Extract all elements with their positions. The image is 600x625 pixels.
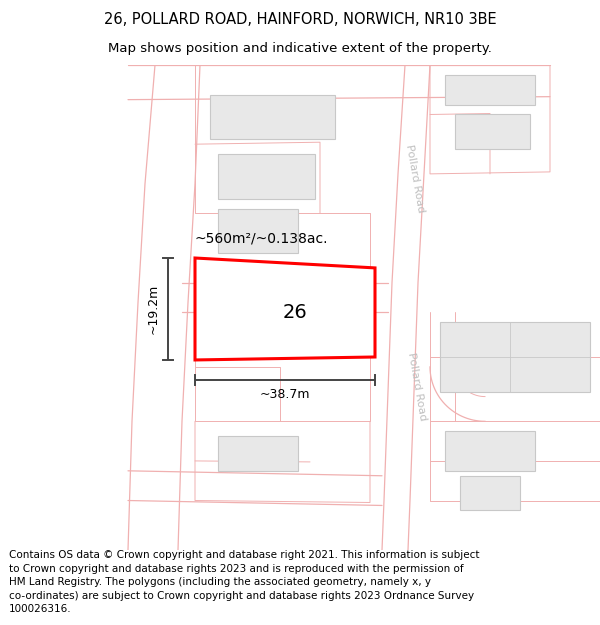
Polygon shape [440, 322, 590, 392]
Polygon shape [460, 476, 520, 511]
Polygon shape [195, 258, 375, 360]
Text: Map shows position and indicative extent of the property.: Map shows position and indicative extent… [108, 42, 492, 55]
Polygon shape [445, 75, 535, 104]
Polygon shape [445, 431, 535, 471]
Text: ~560m²/~0.138ac.: ~560m²/~0.138ac. [195, 231, 329, 245]
Polygon shape [210, 95, 335, 139]
Text: ~38.7m: ~38.7m [260, 388, 310, 401]
Polygon shape [218, 209, 298, 253]
Text: 26: 26 [283, 303, 307, 322]
Text: ~19.2m: ~19.2m [147, 284, 160, 334]
Text: Pollard Road: Pollard Road [406, 352, 428, 422]
Text: Pollard Road: Pollard Road [404, 144, 426, 214]
Text: 26, POLLARD ROAD, HAINFORD, NORWICH, NR10 3BE: 26, POLLARD ROAD, HAINFORD, NORWICH, NR1… [104, 12, 496, 27]
Polygon shape [218, 436, 298, 471]
Polygon shape [455, 114, 530, 149]
Text: Contains OS data © Crown copyright and database right 2021. This information is : Contains OS data © Crown copyright and d… [9, 550, 479, 614]
Polygon shape [218, 154, 315, 199]
